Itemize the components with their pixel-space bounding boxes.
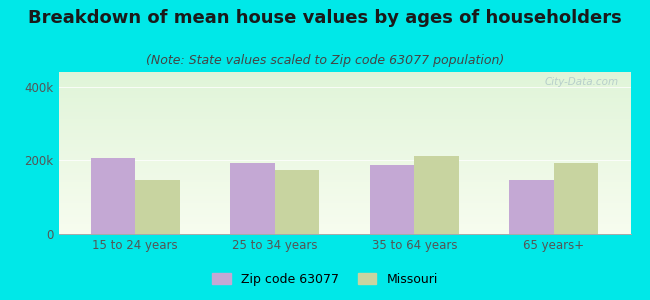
Text: City-Data.com: City-Data.com <box>545 77 619 87</box>
Bar <box>90 158 135 234</box>
Legend: Zip code 63077, Missouri: Zip code 63077, Missouri <box>207 268 443 291</box>
Bar <box>230 163 275 234</box>
Text: (Note: State values scaled to Zip code 63077 population): (Note: State values scaled to Zip code 6… <box>146 54 504 67</box>
Bar <box>554 163 599 234</box>
Text: Breakdown of mean house values by ages of householders: Breakdown of mean house values by ages o… <box>28 9 622 27</box>
Bar <box>414 156 459 234</box>
Bar <box>509 179 554 234</box>
Bar <box>275 169 319 234</box>
Bar <box>370 165 414 234</box>
Bar <box>135 179 180 234</box>
